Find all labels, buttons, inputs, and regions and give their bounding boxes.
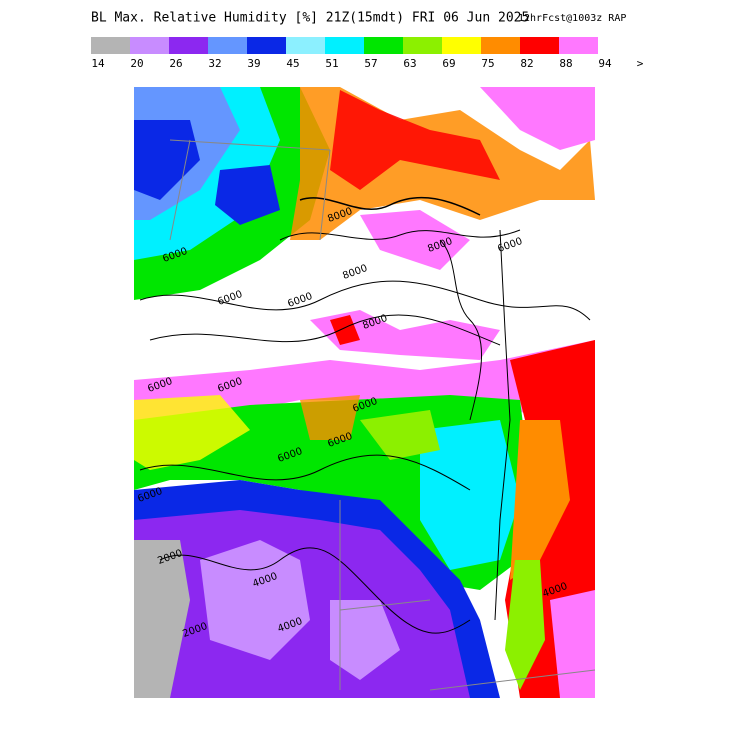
- forecast-label: 12hrFcst@1003z RAP: [518, 13, 626, 24]
- legend-swatch: [91, 37, 130, 54]
- legend-label: 32: [208, 57, 221, 70]
- legend-label: >: [637, 57, 644, 70]
- legend-label: 75: [481, 57, 494, 70]
- map-area: [134, 87, 596, 698]
- title: BL Max. Relative Humidity [%] 21Z(15mdt)…: [91, 11, 529, 26]
- legend-label: 14: [91, 57, 105, 70]
- legend-label: 20: [130, 57, 143, 70]
- legend-label: 63: [403, 57, 416, 70]
- legend-swatch: [169, 37, 208, 54]
- legend-swatch: [403, 37, 442, 54]
- legend-label: 82: [520, 57, 533, 70]
- legend-swatch: [481, 37, 520, 54]
- legend-label: 88: [559, 57, 572, 70]
- legend-swatch: [364, 37, 403, 54]
- legend-swatch: [325, 37, 364, 54]
- legend-label: 57: [364, 57, 377, 70]
- legend-swatch: [520, 37, 559, 54]
- legend-swatch: [559, 37, 598, 54]
- legend-label: 39: [247, 57, 260, 70]
- legend-label: 69: [442, 57, 455, 70]
- legend-swatch: [442, 37, 481, 54]
- legend-label: 26: [169, 57, 182, 70]
- legend-swatch: [208, 37, 247, 54]
- legend-swatch: [130, 37, 169, 54]
- legend-swatch: [247, 37, 286, 54]
- legend-label: 51: [325, 57, 338, 70]
- legend-label: 94: [598, 57, 612, 70]
- legend-label: 45: [286, 57, 299, 70]
- legend-swatch: [286, 37, 325, 54]
- legend: 14 20 26 32 39 45 51 57 63 69 75 82 88 94 >: [91, 37, 644, 70]
